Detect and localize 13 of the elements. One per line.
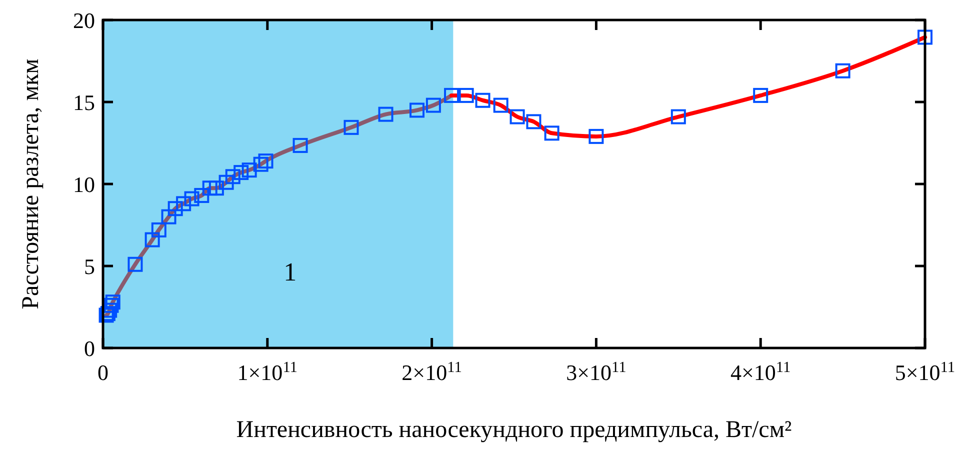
x-tick-label: 3×10$^{11}$	[566, 358, 626, 385]
x-axis-title: Интенсивность наносекундного предимпульса, Вт/см²	[236, 417, 792, 443]
x-tick-label: 5×10$^{11}$	[894, 358, 956, 385]
y-axis-title: Расстояние разлета, мкм	[18, 58, 44, 310]
band-label: 1	[284, 258, 297, 287]
x-tick-label: 4×10$^{11}$	[730, 358, 791, 385]
y-tick-label: 15	[73, 90, 95, 115]
x-tick-label: 2×10$^{11}$	[402, 358, 462, 385]
y-tick-label: 20	[73, 8, 95, 33]
x-tick-label: 1×10$^{11}$	[237, 358, 298, 385]
y-tick-label: 0	[84, 336, 95, 361]
y-tick-label: 5	[84, 254, 95, 279]
y-tick-label: 10	[73, 172, 95, 197]
